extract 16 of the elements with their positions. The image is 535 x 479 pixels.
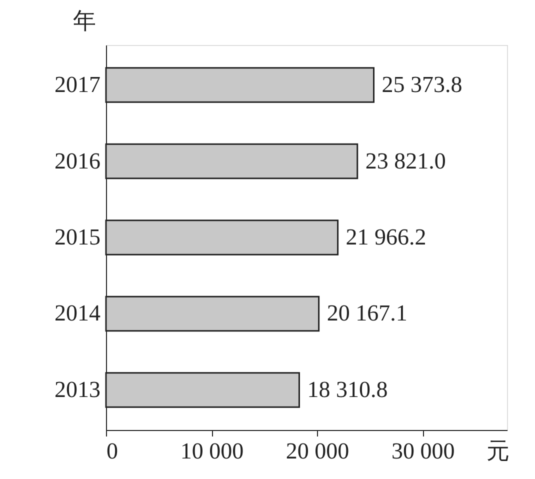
y-tick-label: 2015 [54, 224, 100, 250]
y-axis-title: 年 [73, 8, 96, 34]
data-label: 18 310.8 [307, 376, 388, 402]
x-axis-title: 元 [486, 438, 510, 464]
data-label: 20 167.1 [326, 300, 408, 326]
x-tick-label: 0 [106, 438, 118, 464]
data-label: 25 373.8 [382, 72, 462, 98]
y-tick-label: 2017 [54, 72, 100, 98]
x-tick-label: 30 000 [391, 438, 455, 464]
y-tick-label: 2013 [54, 376, 100, 402]
y-tick-label: 2016 [54, 148, 100, 174]
data-label: 23 821.0 [365, 148, 446, 174]
x-tick-label: 20 000 [286, 438, 350, 464]
data-label: 21 966.2 [346, 224, 426, 250]
x-tick-label: 10 000 [180, 438, 244, 464]
y-tick-label: 2014 [54, 300, 101, 326]
